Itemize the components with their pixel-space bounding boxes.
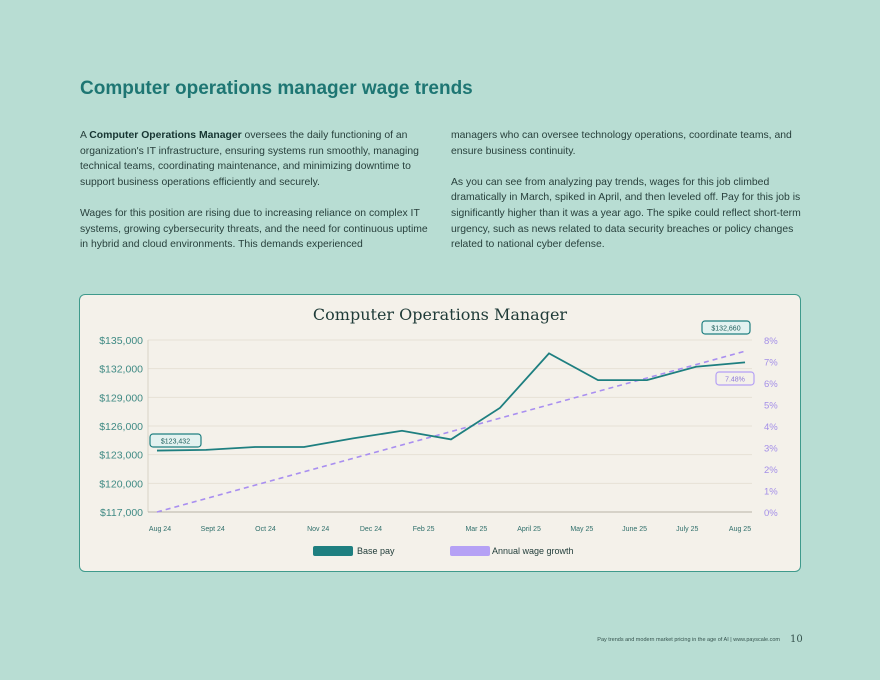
start-value-label: $123,432 xyxy=(161,438,190,445)
legend-swatch-annual-growth xyxy=(450,546,490,556)
y2-tick-label: 5% xyxy=(764,401,778,412)
x-tick-label: Dec 24 xyxy=(360,526,382,533)
y2-tick-label: 6% xyxy=(764,379,778,390)
x-tick-label: Oct 24 xyxy=(255,526,276,533)
intro-paragraph: A Computer Operations Manager oversees t… xyxy=(80,128,430,190)
annual-growth-line xyxy=(156,350,746,513)
continuation-paragraph: managers who can oversee technology oper… xyxy=(451,130,792,157)
footer-text: Pay trends and modern market pricing in … xyxy=(597,637,780,643)
x-tick-label: June 25 xyxy=(622,526,647,533)
x-tick-label: Sept 24 xyxy=(201,526,225,533)
legend-label-annual-growth: Annual wage growth xyxy=(492,546,574,556)
chart-title: Computer Operations Manager xyxy=(313,305,568,324)
growth-value-label: 7.48% xyxy=(725,376,745,383)
y2-tick-label: 2% xyxy=(764,465,778,476)
text: oversees the daily functioning of an org… xyxy=(80,130,419,188)
y-tick-label: $129,000 xyxy=(99,392,143,404)
legend-label-base-pay: Base pay xyxy=(357,546,395,556)
y2-tick-label: 4% xyxy=(764,422,778,433)
x-tick-label: July 25 xyxy=(676,526,698,533)
x-tick-label: Aug 24 xyxy=(149,526,171,533)
x-tick-label: May 25 xyxy=(570,526,593,533)
base-pay-line xyxy=(156,352,746,452)
y2-tick-label: 7% xyxy=(764,358,778,369)
x-tick-label: Nov 24 xyxy=(307,526,329,533)
y-tick-label: $117,000 xyxy=(100,507,143,519)
job-title-bold: Computer Operations Manager xyxy=(89,130,242,141)
y-tick-label: $123,000 xyxy=(99,450,143,462)
wages-paragraph: Wages for this position are rising due t… xyxy=(80,207,428,251)
growth-value-label-box xyxy=(715,371,755,386)
end-value-label-box xyxy=(701,320,751,335)
y-tick-label: $126,000 xyxy=(99,421,143,433)
y-tick-label: $135,000 xyxy=(99,335,143,347)
x-tick-label: Feb 25 xyxy=(413,526,435,533)
y2-tick-label: 3% xyxy=(764,444,778,455)
y-tick-label: $120,000 xyxy=(99,478,143,490)
y2-tick-label: 0% xyxy=(764,508,778,519)
start-value-label-box xyxy=(149,433,202,448)
x-tick-label: Aug 25 xyxy=(729,526,751,533)
page-number: 10 xyxy=(790,634,803,645)
y2-tick-label: 8% xyxy=(764,336,778,347)
text-column-left: A Computer Operations Manager oversees t… xyxy=(80,128,430,268)
analysis-paragraph: As you can see from analyzing pay trends… xyxy=(451,176,801,251)
text-column-right: managers who can oversee technology oper… xyxy=(451,128,801,268)
x-tick-label: April 25 xyxy=(517,526,541,533)
text: A xyxy=(80,130,90,141)
page-title: Computer operations manager wage trends xyxy=(80,78,473,99)
y-tick-label: $132,000 xyxy=(99,364,143,376)
legend-swatch-base-pay xyxy=(313,546,353,556)
end-value-label: $132,660 xyxy=(711,325,740,332)
x-tick-label: Mar 25 xyxy=(465,526,487,533)
y2-tick-label: 1% xyxy=(764,487,778,498)
